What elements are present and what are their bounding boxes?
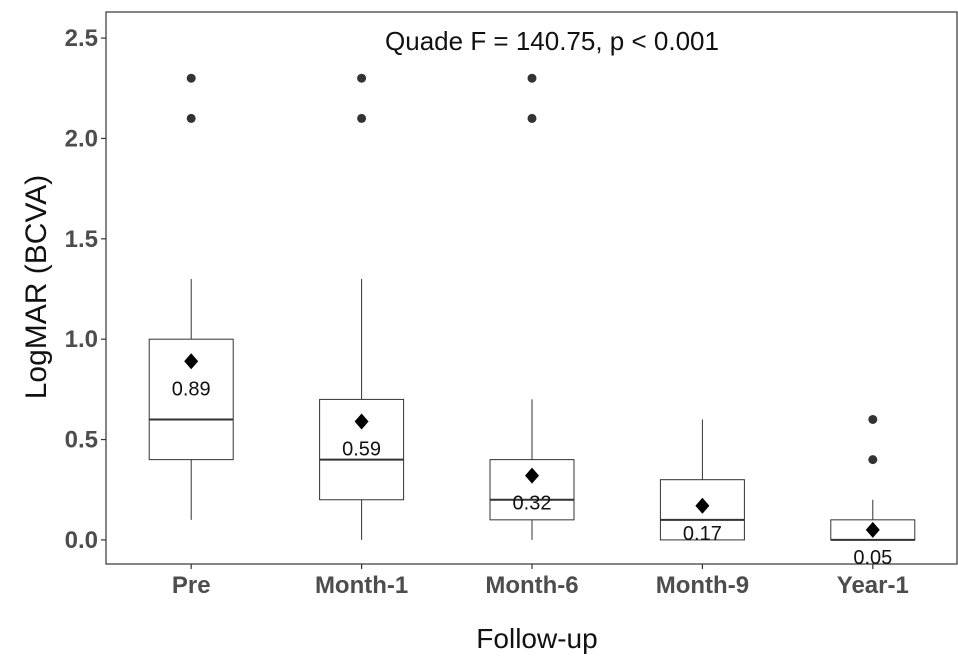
- mean-label: 0.17: [683, 523, 722, 545]
- x-tick-label: Month-1: [315, 572, 408, 599]
- box-group: 0.05: [830, 414, 916, 569]
- box-group: 0.89: [148, 73, 234, 520]
- outlier-point: [357, 113, 367, 123]
- y-axis-ticks: 0.0 0.5 1.0 1.5 2.0 2.5: [65, 25, 106, 554]
- x-tick-label: Month-9: [656, 572, 749, 599]
- outlier-point: [868, 455, 878, 465]
- box-group: 0.17: [659, 419, 745, 545]
- y-tick-label: 2.5: [65, 25, 98, 52]
- mean-label: 0.05: [853, 547, 892, 569]
- outlier-point: [868, 414, 878, 424]
- x-tick-label: Year-1: [837, 572, 909, 599]
- y-tick-label: 0.0: [65, 527, 98, 554]
- quade-annotation: Quade F = 140.75, p < 0.001: [385, 26, 719, 56]
- outlier-point: [357, 73, 367, 83]
- outlier-point: [186, 113, 196, 123]
- x-tick-label: Month-6: [485, 572, 578, 599]
- mean-label: 0.89: [172, 378, 211, 400]
- outlier-point: [186, 73, 196, 83]
- y-tick-label: 1.5: [65, 226, 98, 253]
- box-group: 0.32: [489, 73, 575, 540]
- mean-marker: [695, 497, 710, 514]
- y-tick-label: 0.5: [65, 427, 98, 454]
- mean-marker: [865, 521, 880, 538]
- mean-marker: [184, 353, 199, 370]
- y-tick-label: 2.0: [65, 125, 98, 152]
- box-group: 0.59: [319, 73, 405, 540]
- boxes-layer: 0.89 0.59 0.32 0.17 0.05: [148, 73, 916, 569]
- mean-label: 0.32: [513, 493, 552, 515]
- mean-marker: [525, 467, 539, 484]
- outlier-point: [527, 73, 537, 83]
- x-axis-ticks: Pre Month-1 Month-6 Month-9 Year-1: [172, 564, 909, 599]
- outlier-point: [527, 113, 537, 123]
- x-axis-title: Follow-up: [476, 623, 597, 654]
- x-tick-label: Pre: [172, 572, 211, 599]
- y-axis-title: LogMAR (BCVA): [20, 175, 53, 400]
- mean-label: 0.59: [342, 438, 381, 460]
- y-tick-label: 1.0: [65, 326, 98, 353]
- mean-marker: [354, 413, 369, 430]
